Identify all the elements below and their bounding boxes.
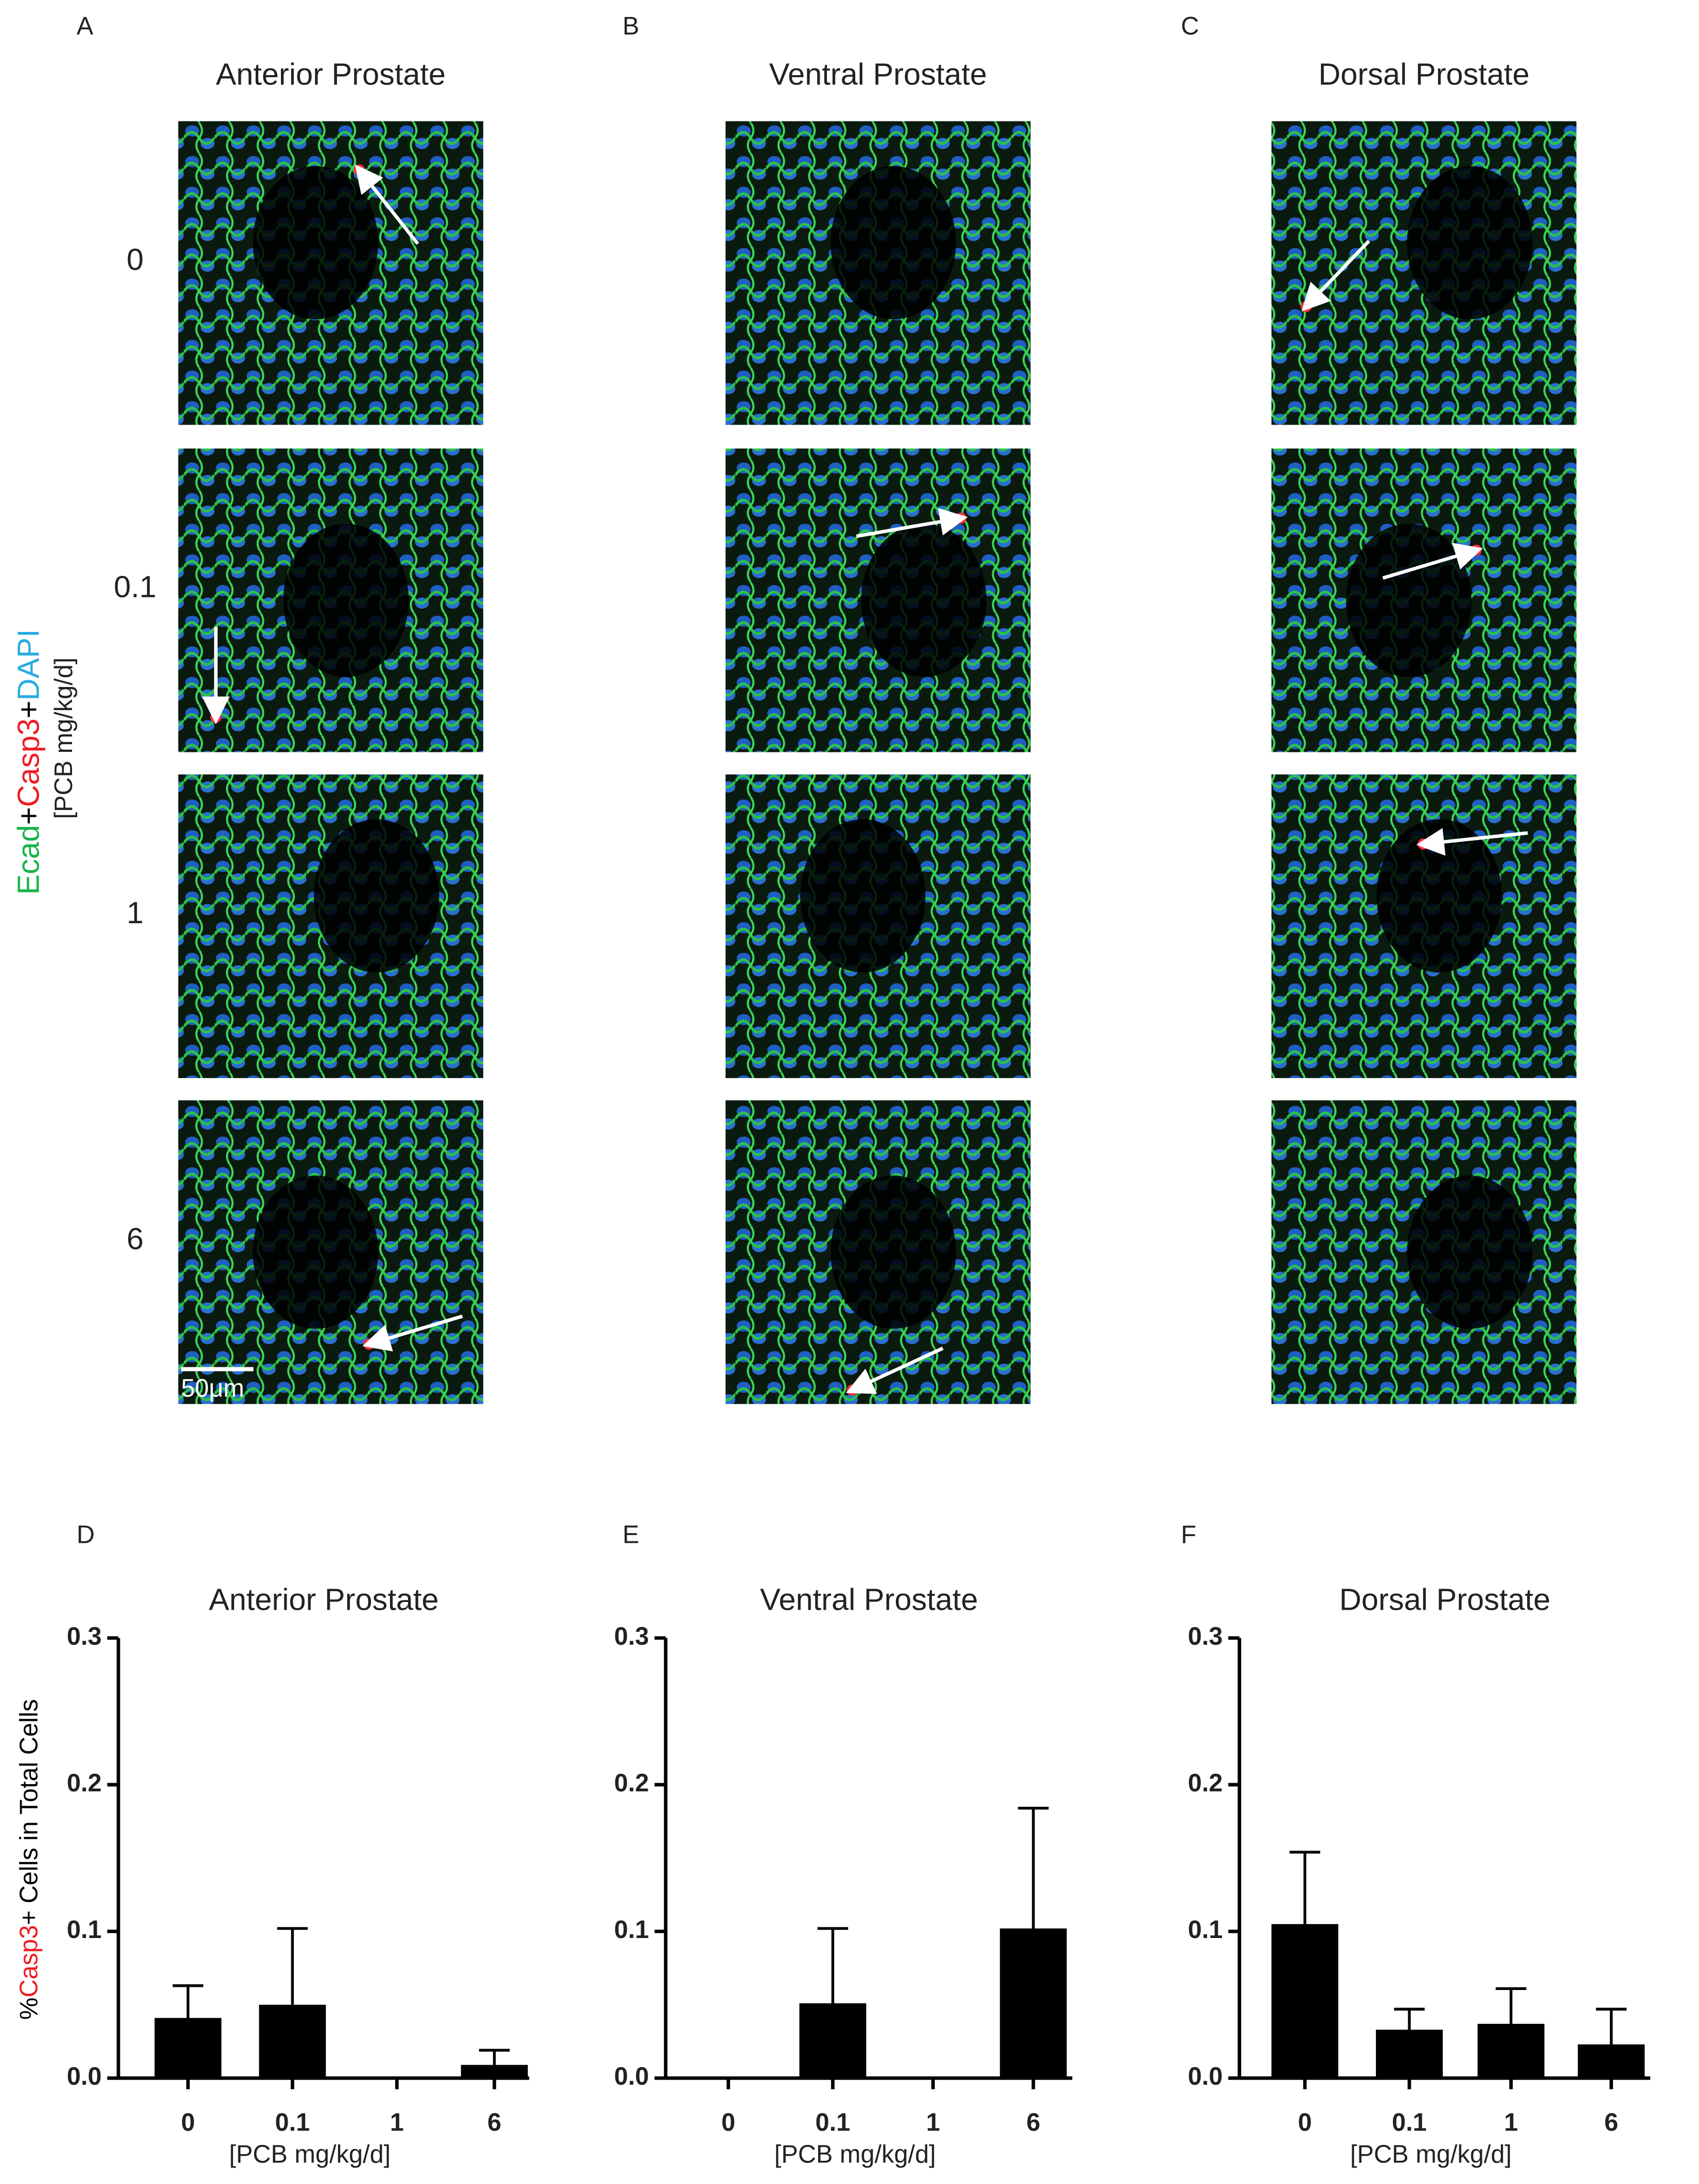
error-bar xyxy=(1018,1806,1049,1929)
error-bar xyxy=(277,1927,308,2005)
arrow xyxy=(1382,542,1483,580)
dose-axis-label: [PCB mg/kg/d] xyxy=(50,658,78,819)
x-tick-label: 0.1 xyxy=(275,2108,310,2136)
error-bar xyxy=(1495,1987,1527,2024)
stain-label-part: DAPI xyxy=(11,629,45,700)
y-tick-label: 0.1 xyxy=(1188,1916,1223,1944)
bar xyxy=(1477,2023,1545,2079)
error-bar xyxy=(1289,1851,1320,1924)
bar xyxy=(1578,2044,1645,2079)
x-tick-label: 1 xyxy=(1504,2108,1518,2136)
x-tick-label: 1 xyxy=(926,2108,940,2136)
error-bar xyxy=(1394,2007,1425,2030)
x-tick-label: 6 xyxy=(487,2108,501,2136)
lumen xyxy=(830,166,956,320)
lumen xyxy=(830,1175,956,1329)
bar xyxy=(461,2065,528,2079)
scale-bar-label: 50μm xyxy=(181,1375,244,1402)
lumen xyxy=(253,1175,378,1329)
stain-label-part: Ecad xyxy=(11,825,45,895)
x-tick-label: 1 xyxy=(390,2108,404,2136)
x-tick-label: 0 xyxy=(181,2108,195,2136)
dose-label: 0.1 xyxy=(114,570,156,604)
y-tick-label: 0.0 xyxy=(614,2063,649,2090)
arrow xyxy=(362,1314,463,1352)
y-tick-label: 0.2 xyxy=(67,1769,102,1797)
dose-label: 1 xyxy=(127,895,144,930)
arrow xyxy=(846,1346,944,1394)
stain-label-part: + xyxy=(11,700,45,718)
y-tick-label: 0.2 xyxy=(614,1769,649,1797)
arrow xyxy=(1416,828,1528,856)
y-tick-label: 0.3 xyxy=(1188,1623,1223,1650)
panel-letter: C xyxy=(1181,12,1199,40)
x-axis-label: [PCB mg/kg/d] xyxy=(229,2141,391,2169)
chart-title: Dorsal Prostate xyxy=(1339,1582,1550,1616)
stain-label: Ecad+Casp3+DAPI xyxy=(11,629,45,894)
y-tick-label: 0.1 xyxy=(67,1916,102,1944)
panel-letter: F xyxy=(1181,1521,1196,1548)
panel-letter: A xyxy=(77,12,94,40)
x-tick-label: 0.1 xyxy=(1392,2108,1427,2136)
x-tick-label: 0 xyxy=(721,2108,735,2136)
y-axis-label-part: + Cells in Total Cells xyxy=(15,1699,43,1925)
panel-letter: D xyxy=(77,1521,95,1548)
y-tick-label: 0.1 xyxy=(614,1916,649,1944)
chart-title: Ventral Prostate xyxy=(760,1582,978,1616)
dose-label: 0 xyxy=(127,242,144,277)
bar xyxy=(1000,1928,1067,2079)
lumen xyxy=(253,166,378,320)
error-bar xyxy=(479,2049,510,2065)
x-axis-label: [PCB mg/kg/d] xyxy=(774,2141,936,2169)
bar xyxy=(1271,1924,1339,2079)
panel-letter: E xyxy=(623,1521,640,1548)
x-axis-label: [PCB mg/kg/d] xyxy=(1350,2141,1512,2169)
lumen xyxy=(1346,523,1472,677)
bar xyxy=(799,2003,866,2079)
y-tick-label: 0.0 xyxy=(1188,2063,1223,2090)
lumen xyxy=(313,819,439,973)
arrow xyxy=(355,164,419,245)
panel-title: Ventral Prostate xyxy=(769,57,987,92)
bar xyxy=(154,2018,222,2079)
y-tick-label: 0.0 xyxy=(67,2063,102,2090)
panel-title: Anterior Prostate xyxy=(216,57,446,92)
x-tick-label: 6 xyxy=(1027,2108,1040,2136)
arrow xyxy=(1301,239,1370,312)
x-tick-label: 0 xyxy=(1298,2108,1312,2136)
lumen xyxy=(283,523,409,677)
y-tick-label: 0.3 xyxy=(67,1623,102,1650)
y-axis-label: %Casp3+ Cells in Total Cells xyxy=(15,1699,43,2020)
panel-title: Dorsal Prostate xyxy=(1318,57,1529,92)
lumen xyxy=(1376,819,1502,973)
lumen xyxy=(800,819,926,973)
lumen xyxy=(1407,1175,1533,1329)
x-tick-label: 0.1 xyxy=(816,2108,851,2136)
error-bar xyxy=(172,1984,204,2018)
stain-label-part: + xyxy=(11,807,45,825)
arrow xyxy=(856,508,968,538)
y-tick-label: 0.3 xyxy=(614,1623,649,1650)
dose-label: 6 xyxy=(127,1221,144,1256)
y-tick-label: 0.2 xyxy=(1188,1769,1223,1797)
y-axis-label-part: Casp3 xyxy=(15,1925,43,1998)
panel-letter: B xyxy=(623,12,640,40)
y-axis-label-part: % xyxy=(15,1998,43,2020)
bar xyxy=(1376,2030,1443,2079)
error-bar xyxy=(817,1927,848,2003)
lumen xyxy=(1407,166,1533,320)
lumen xyxy=(861,523,987,677)
x-tick-label: 6 xyxy=(1604,2108,1618,2136)
bar xyxy=(259,2004,326,2079)
chart-title: Anterior Prostate xyxy=(209,1582,439,1616)
stain-label-part: Casp3 xyxy=(11,718,45,807)
error-bar xyxy=(1596,2007,1627,2045)
